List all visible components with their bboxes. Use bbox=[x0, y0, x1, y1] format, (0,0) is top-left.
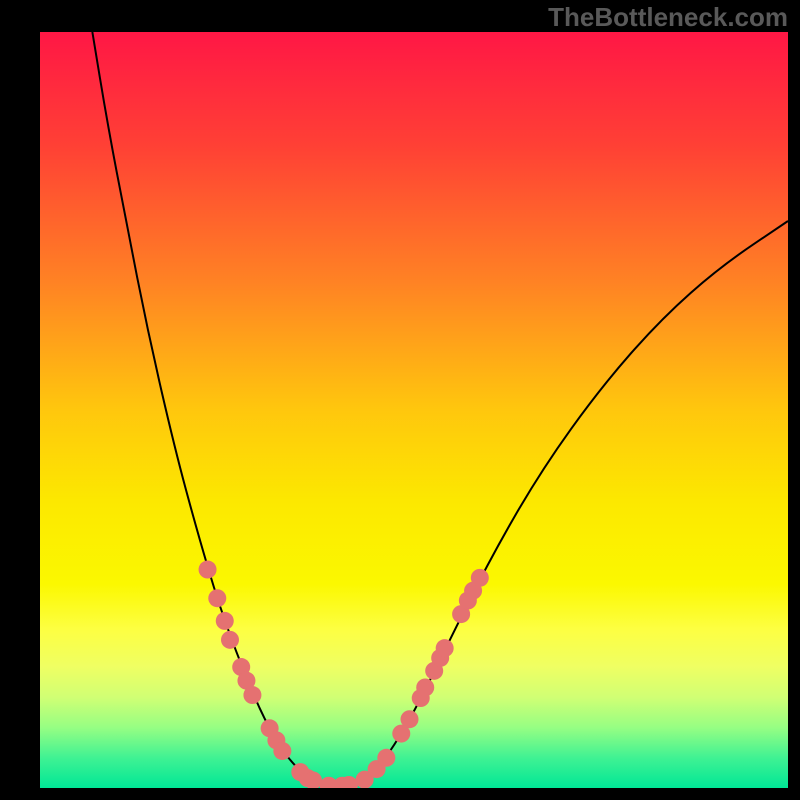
curve-marker bbox=[216, 612, 234, 630]
curve-marker bbox=[273, 742, 291, 760]
marker-group bbox=[199, 561, 489, 788]
curve-marker bbox=[199, 561, 217, 579]
curve-svg bbox=[40, 32, 788, 788]
curve-marker bbox=[436, 639, 454, 657]
watermark-text: TheBottleneck.com bbox=[548, 2, 788, 33]
curve-marker bbox=[243, 686, 261, 704]
curve-marker bbox=[208, 589, 226, 607]
curve-marker bbox=[471, 569, 489, 587]
curve-marker bbox=[221, 631, 239, 649]
curve-marker bbox=[377, 749, 395, 767]
curve-marker bbox=[416, 678, 434, 696]
curve-marker bbox=[401, 710, 419, 728]
plot-area bbox=[40, 32, 788, 788]
